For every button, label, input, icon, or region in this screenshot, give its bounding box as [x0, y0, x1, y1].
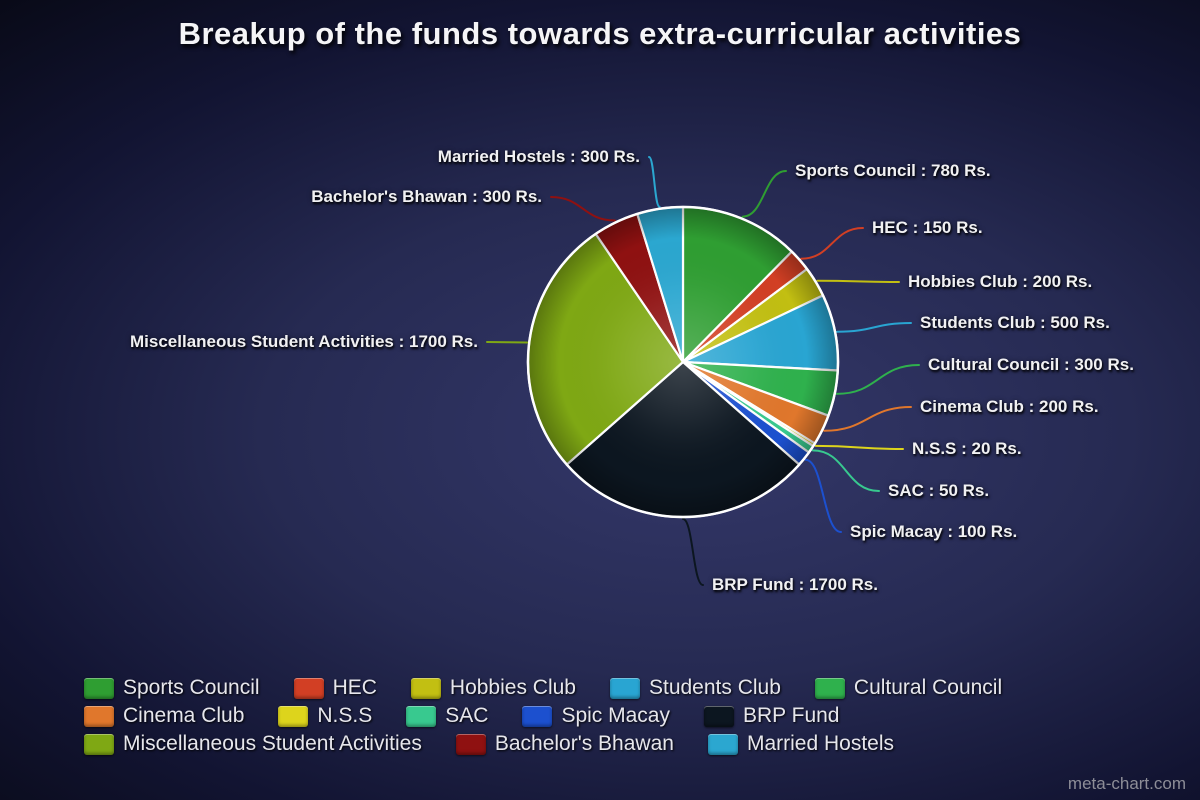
callout-line-students-club: [836, 322, 912, 333]
legend-label-students-club: Students Club: [648, 676, 781, 699]
legend-item-hobbies-club: Hobbies Club: [410, 676, 576, 700]
legend-label-n-s-s: N.S.S: [317, 704, 373, 727]
legend-item-bachelor-s-bhawan: Bachelor's Bhawan: [455, 732, 674, 756]
legend-label-bachelor-s-bhawan: Bachelor's Bhawan: [494, 732, 674, 755]
callout-line-cultural-council: [835, 364, 920, 395]
chart-legend: Sports Council HEC Hobbies Club Students Cl…: [84, 676, 1130, 756]
legend-swatch-spic-macay: [522, 705, 553, 727]
legend-swatch-n-s-s: [278, 705, 309, 727]
legend-item-sac: SAC: [406, 704, 488, 728]
callout-line-n-s-s: [814, 444, 904, 450]
legend-swatch-cinema-club: [84, 705, 114, 727]
legend-item-hec: HEC: [293, 676, 377, 700]
legend-item-spic-macay: Spic Macay: [522, 704, 670, 728]
legend-label-miscellaneous-student-activities: Miscellaneous Student Activities: [123, 732, 422, 755]
legend-swatch-married-hostels: [707, 733, 738, 755]
callout-line-sports-council: [741, 170, 787, 218]
callout-line-hobbies-club: [816, 279, 900, 283]
legend-item-n-s-s: N.S.S: [278, 704, 372, 728]
callout-line-bachelor-s-bhawan: [550, 196, 616, 222]
legend-label-sac: SAC: [445, 704, 489, 727]
legend-item-brp-fund: BRP Fund: [703, 704, 840, 728]
legend-label-brp-fund: BRP Fund: [742, 704, 840, 727]
legend-swatch-miscellaneous-student-activities: [84, 733, 114, 755]
legend-swatch-bachelor-s-bhawan: [455, 733, 486, 755]
legend-swatch-hobbies-club: [410, 677, 441, 699]
watermark: meta-chart.com: [1067, 774, 1186, 793]
legend-label-cinema-club: Cinema Club: [123, 704, 245, 727]
legend-item-students-club: Students Club: [609, 676, 781, 700]
legend-item-cultural-council: Cultural Council: [814, 676, 1003, 700]
legend-item-sports-council: Sports Council: [84, 676, 260, 700]
legend-swatch-sports-council: [84, 677, 114, 699]
callout-line-married-hostels: [648, 156, 661, 208]
legend-label-hec: HEC: [332, 676, 377, 699]
callout-line-miscellaneous-student-activities: [486, 341, 529, 344]
pie-slices: [526, 205, 840, 519]
callout-line-spic-macay: [804, 458, 842, 533]
legend-swatch-cultural-council: [814, 677, 845, 699]
legend-item-married-hostels: Married Hostels: [707, 732, 894, 756]
legend-label-married-hostels: Married Hostels: [746, 732, 894, 755]
callout-line-brp-fund: [682, 518, 704, 586]
legend-label-cultural-council: Cultural Council: [853, 676, 1003, 699]
legend-swatch-brp-fund: [703, 705, 734, 727]
legend-item-miscellaneous-student-activities: Miscellaneous Student Activities: [84, 732, 422, 756]
legend-swatch-hec: [293, 677, 324, 699]
chart-title: Breakup of the funds towards extra-curri…: [178, 16, 1022, 51]
legend-swatch-students-club: [609, 677, 640, 699]
legend-label-sports-council: Sports Council: [123, 676, 260, 699]
legend-label-hobbies-club: Hobbies Club: [449, 676, 576, 699]
callout-line-hec: [800, 227, 864, 260]
legend-swatch-sac: [406, 705, 437, 727]
callout-line-cinema-club: [823, 406, 912, 432]
legend-item-cinema-club: Cinema Club: [84, 704, 244, 728]
callout-line-sac: [811, 449, 880, 492]
legend-label-spic-macay: Spic Macay: [561, 704, 670, 727]
pie-rim: [526, 205, 840, 519]
